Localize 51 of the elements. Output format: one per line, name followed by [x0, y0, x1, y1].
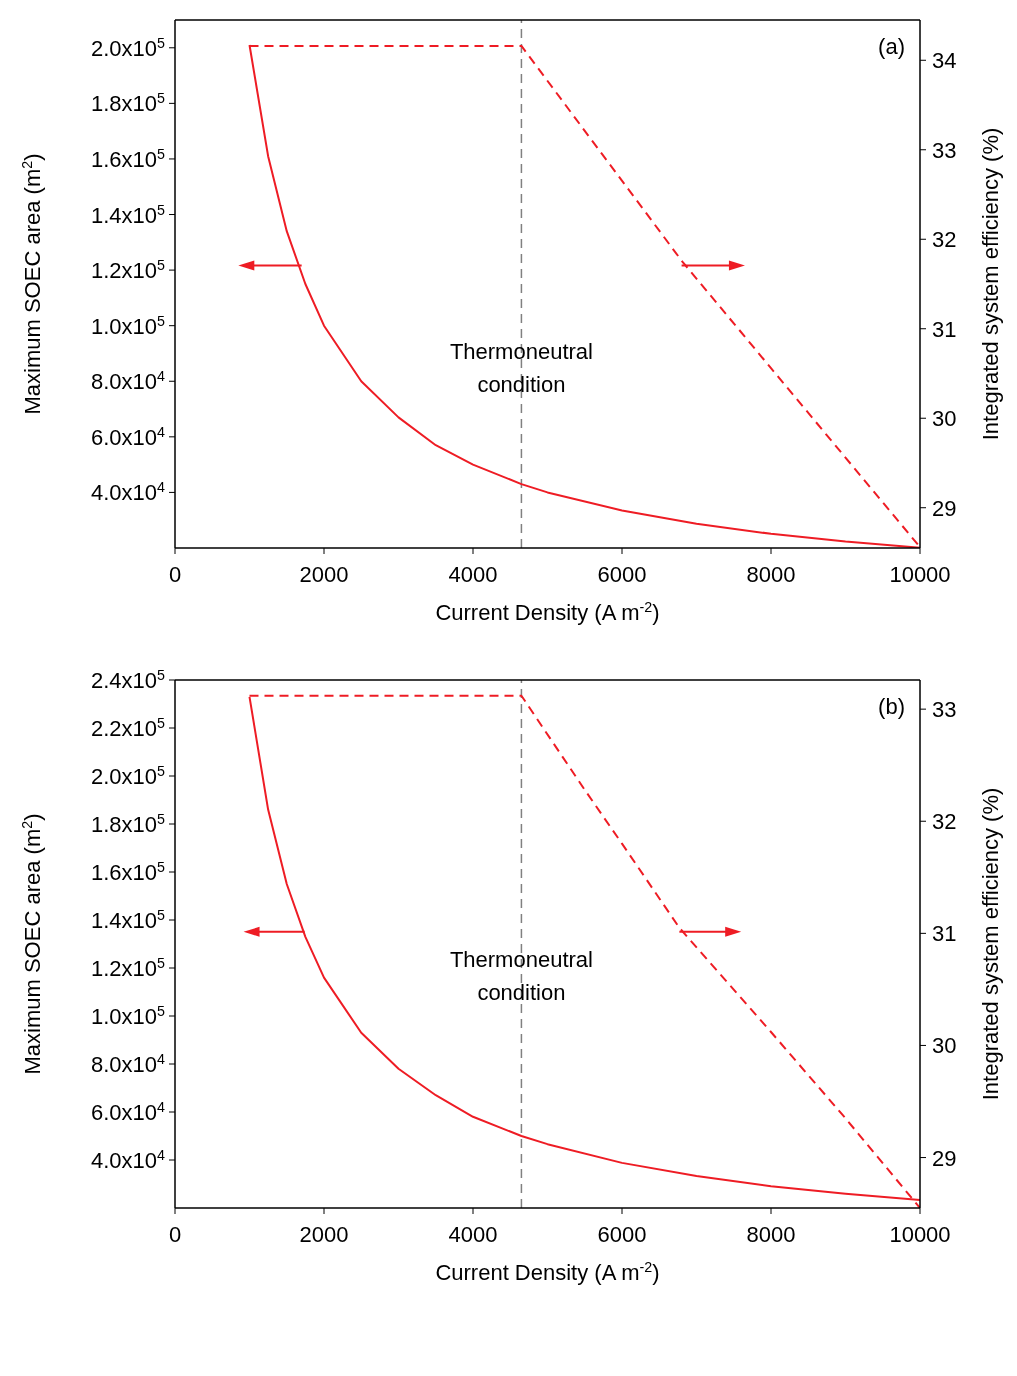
y-tick-label: 1.2x10$^{5}$ [90, 257, 166, 284]
y-tick-label: 1.6x10$^{5}$ [90, 859, 166, 885]
y-tick-label: 2.4x10$^{5}$ [90, 667, 166, 693]
y-tick-label: 8.0x10$^{4}$ [90, 368, 166, 395]
y2-tick-label: 30 [932, 406, 957, 432]
y-tick-label: 1.4x10$^{5}$ [90, 907, 166, 933]
annotation: (b) [878, 694, 905, 719]
y-tick-label: 1.0x10$^{5}$ [90, 312, 166, 339]
y-tick-label: 1.8x10$^{5}$ [90, 811, 166, 837]
y2-axis-title: Integrated system efficiency (%) [978, 127, 1003, 441]
y2-tick-label: 29 [932, 1145, 957, 1171]
annotation: (a) [878, 34, 905, 59]
x-tick-label: 6000 [597, 1222, 647, 1247]
x-tick-label: 10000 [889, 1222, 951, 1247]
y2-tick-label: 31 [932, 921, 957, 947]
y-tick-label: 8.0x10$^{4}$ [90, 1051, 166, 1077]
y-tick-label: 1.8x10$^{5}$ [90, 90, 166, 117]
x-tick-label: 8000 [746, 562, 796, 587]
y-tick-label: 1.2x10$^{5}$ [90, 955, 166, 981]
x-tick-label: 2000 [299, 1222, 349, 1247]
y-tick-label: 2.0x10$^{5}$ [90, 34, 166, 61]
y2-tick-label: 30 [932, 1033, 957, 1059]
y-tick-label: 1.0x10$^{5}$ [90, 1003, 166, 1029]
y-tick-label: 2.2x10$^{5}$ [90, 715, 166, 741]
x-axis-title: Current Density (A m$^{-2}$) [435, 1259, 660, 1285]
y-tick-label: 2.0x10$^{5}$ [90, 763, 166, 789]
y2-tick-label: 33 [932, 137, 957, 163]
y2-tick-label: 31 [932, 316, 957, 342]
x-tick-label: 8000 [746, 1222, 796, 1247]
x-axis-title: Current Density (A m$^{-2}$) [435, 599, 660, 625]
y2-tick-label: 33 [932, 697, 957, 723]
x-tick-label: 6000 [597, 562, 647, 587]
annotation: Thermoneutral condition [449, 947, 593, 1006]
y-tick-label: 4.0x10$^{4}$ [90, 1147, 166, 1173]
x-tick-label: 4000 [448, 562, 498, 587]
y2-tick-label: 32 [932, 227, 957, 253]
x-tick-label: 0 [168, 1222, 182, 1247]
x-tick-label: 10000 [889, 562, 951, 587]
y-tick-label: 6.0x10$^{4}$ [90, 423, 166, 450]
y-tick-label: 4.0x10$^{4}$ [90, 479, 166, 506]
y-tick-label: 1.6x10$^{5}$ [90, 145, 166, 172]
y2-tick-label: 34 [932, 48, 957, 74]
y-tick-label: 1.4x10$^{5}$ [90, 201, 166, 228]
y2-axis-title: Integrated system efficiency (%) [978, 787, 1003, 1101]
y-tick-label: 6.0x10$^{4}$ [90, 1099, 166, 1125]
y2-tick-label: 32 [932, 809, 957, 835]
annotation: Thermoneutral condition [449, 339, 593, 398]
x-tick-label: 4000 [448, 1222, 498, 1247]
y2-tick-label: 29 [932, 495, 957, 521]
x-tick-label: 0 [168, 562, 182, 587]
x-tick-label: 2000 [299, 562, 349, 587]
